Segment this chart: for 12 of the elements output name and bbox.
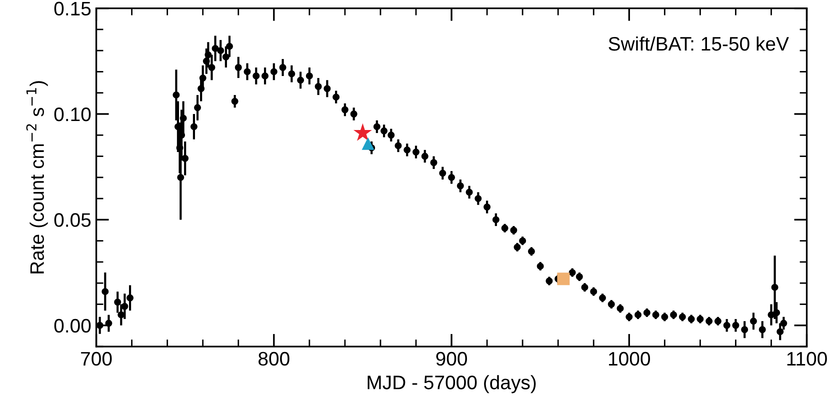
y-tick-label: 0.10 (54, 107, 91, 122)
y-axis-title: Rate (count cm$^{−2}$ s$^{−1}$) (26, 81, 48, 274)
y-tick-label: 0.15 (54, 2, 91, 16)
y-tick-label: 0.05 (54, 213, 91, 227)
x-tick-label: 800 (258, 352, 290, 366)
y-tick-label: 0.00 (54, 318, 91, 333)
x-tick-label: 900 (436, 352, 467, 366)
x-tick-label: 1000 (608, 352, 650, 366)
x-tick-label: 700 (81, 352, 112, 366)
x-axis-title: MJD - 57000 (days) (368, 375, 536, 394)
annotation: Swift/BAT: 15-50 keV (608, 36, 789, 51)
x-tick-label: 1100 (787, 352, 827, 366)
